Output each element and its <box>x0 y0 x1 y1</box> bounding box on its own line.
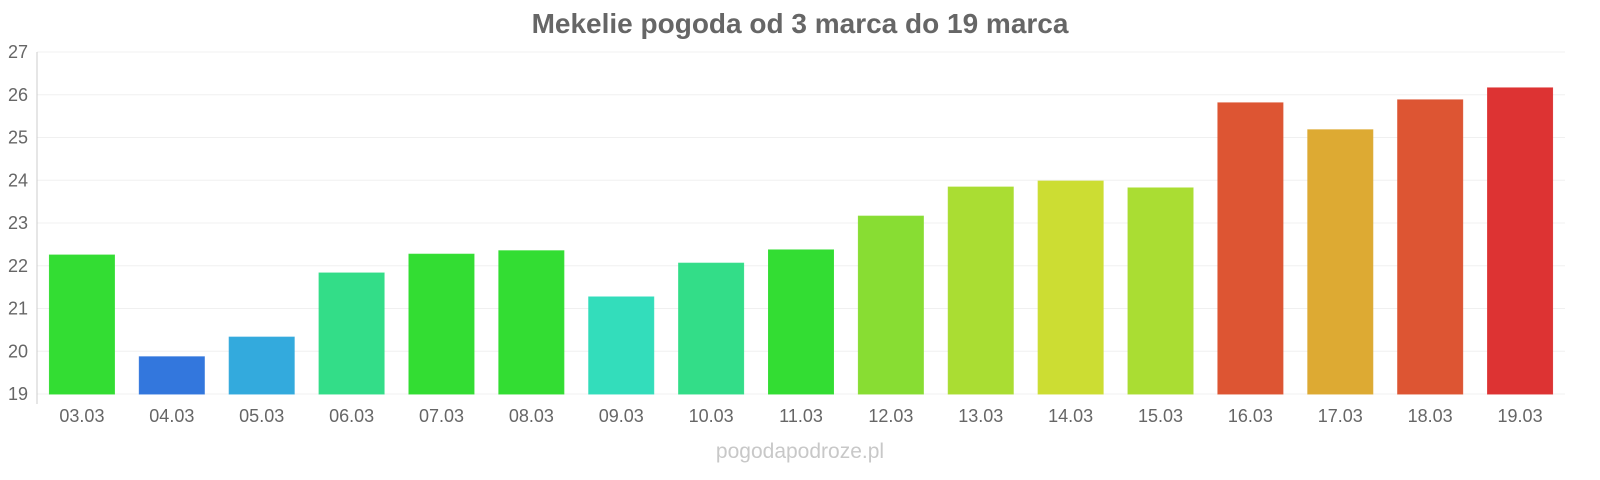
bar <box>947 186 1014 395</box>
bar <box>1487 87 1554 395</box>
bar <box>1397 99 1464 395</box>
bar <box>588 296 655 395</box>
x-tick-label: 08.03 <box>509 406 554 426</box>
bar <box>1127 187 1194 395</box>
x-tick-label: 11.03 <box>779 406 823 426</box>
x-tick-label: 16.03 <box>1228 406 1273 426</box>
bar <box>408 253 475 395</box>
y-tick-label: 21 <box>8 299 28 319</box>
x-tick-label: 04.03 <box>149 406 194 426</box>
x-tick-label: 03.03 <box>59 406 104 426</box>
y-tick-label: 26 <box>8 85 28 105</box>
bar <box>48 254 115 395</box>
x-tick-label: 06.03 <box>329 406 374 426</box>
x-tick-label: 07.03 <box>419 406 464 426</box>
x-tick-label: 13.03 <box>958 406 1003 426</box>
x-tick-label: 19.03 <box>1498 406 1543 426</box>
bar <box>857 215 924 395</box>
bar <box>228 336 295 395</box>
x-tick-label: 18.03 <box>1408 406 1453 426</box>
bar <box>1217 102 1284 395</box>
watermark: pogodapodroze.pl <box>715 440 885 463</box>
bar <box>1037 180 1104 395</box>
y-tick-label: 25 <box>8 128 28 148</box>
x-tick-label: 10.03 <box>689 406 734 426</box>
chart-title: Mekelie pogoda od 3 marca do 19 marca <box>531 8 1069 39</box>
x-tick-label: 17.03 <box>1318 406 1363 426</box>
x-tick-label: 15.03 <box>1138 406 1183 426</box>
bar <box>678 262 745 395</box>
y-tick-label: 22 <box>8 256 28 276</box>
x-tick-label: 05.03 <box>239 406 284 426</box>
bar <box>498 250 565 395</box>
bar <box>318 272 385 395</box>
y-tick-label: 23 <box>8 213 28 233</box>
y-tick-label: 19 <box>8 384 28 404</box>
y-tick-label: 27 <box>8 42 28 62</box>
bar <box>768 249 834 395</box>
bar <box>1307 129 1374 395</box>
bar <box>138 356 205 395</box>
x-tick-label: 09.03 <box>599 406 644 426</box>
y-tick-label: 24 <box>8 170 28 190</box>
y-tick-label: 20 <box>8 341 28 361</box>
x-tick-label: 14.03 <box>1048 406 1093 426</box>
x-tick-label: 12.03 <box>868 406 913 426</box>
